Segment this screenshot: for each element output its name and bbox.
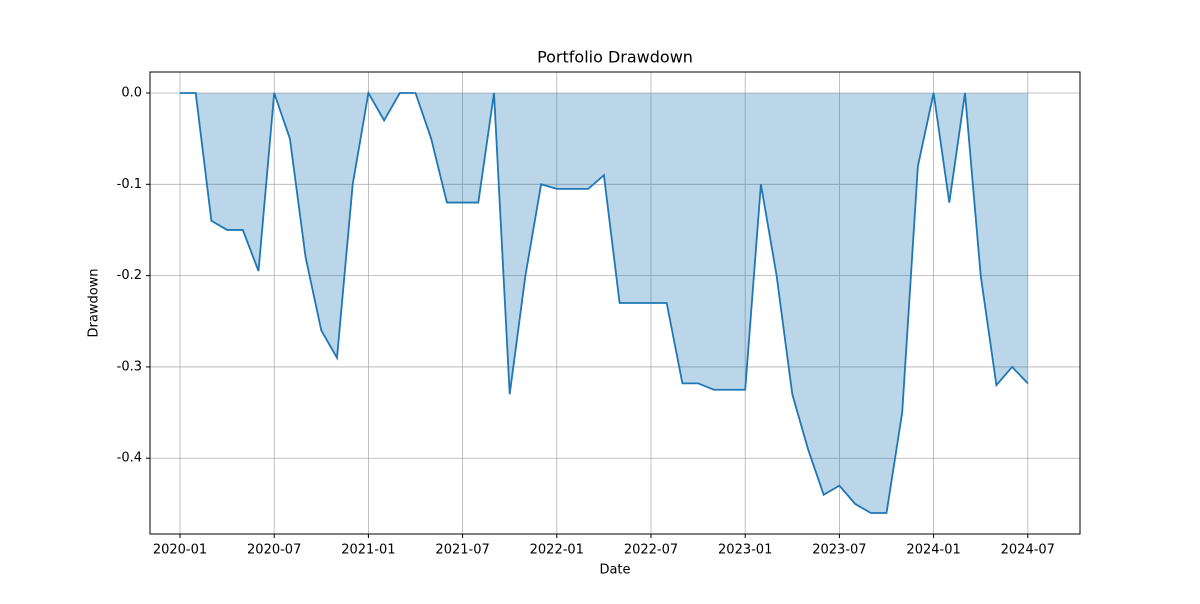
- y-tick-label: -0.3: [117, 359, 142, 374]
- y-axis-label: Drawdown: [87, 268, 102, 337]
- x-axis-label: Date: [599, 563, 630, 578]
- x-tick-label: 2023-07: [812, 543, 866, 558]
- x-tick-label: 2024-07: [1001, 543, 1055, 558]
- area-fill: [180, 93, 1028, 513]
- x-tick-label: 2024-01: [906, 543, 960, 558]
- y-tick-label: -0.2: [117, 268, 142, 283]
- x-tick-label: 2021-01: [341, 543, 395, 558]
- y-tick-label: -0.1: [117, 177, 142, 192]
- x-tick-label: 2022-07: [624, 543, 678, 558]
- y-tick-label: -0.4: [117, 451, 142, 466]
- x-tick-label: 2020-01: [153, 543, 207, 558]
- chart-title: Portfolio Drawdown: [537, 48, 693, 67]
- x-tick-label: 2022-01: [530, 543, 584, 558]
- x-tick-label: 2023-01: [718, 543, 772, 558]
- plot-frame: [149, 71, 1081, 535]
- y-tick-label: 0.0: [121, 86, 142, 101]
- x-tick-label: 2021-07: [435, 543, 489, 558]
- x-tick-label: 2020-07: [247, 543, 301, 558]
- line: [180, 90, 1029, 514]
